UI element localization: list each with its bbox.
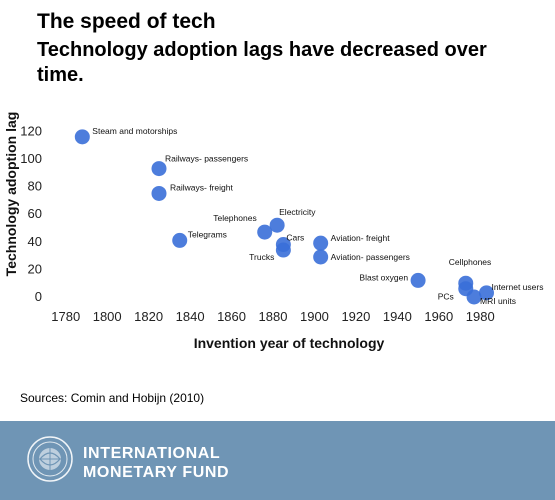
point-label: Telephones [213,213,256,223]
point-label: Railways- passengers [165,154,248,164]
y-tick-label: 100 [20,151,42,166]
data-point [313,235,329,251]
data-points [74,129,494,305]
point-labels: Steam and motorships Railways- passengers… [92,126,543,306]
point-label: Internet users [491,282,543,292]
x-tick-label: 1840 [176,309,205,324]
point-label: Aviation- passengers [331,252,410,262]
scatter-chart: 0 20 40 60 80 100 120 1780 1800 1820 1840 1860 1880… [3,112,543,351]
data-point [275,242,291,258]
y-tick-label: 20 [28,261,42,276]
point-label: Electricity [279,207,316,217]
y-tick-label: 80 [28,179,42,194]
data-point [172,232,188,248]
y-tick-label: 60 [28,206,42,221]
point-label: Trucks [249,252,274,262]
point-label: Steam and motorships [92,126,177,136]
x-tick-label: 1900 [300,309,329,324]
chart-subtitle: Technology adoption lags have decreased … [37,39,487,86]
x-tick-label: 1780 [51,309,80,324]
data-point [410,272,426,288]
y-axis-label: Technology adoption lag [3,112,19,277]
x-tick-label: 1980 [466,309,495,324]
org-name: INTERNATIONAL MONETARY FUND [83,444,229,482]
org-name-line2: MONETARY FUND [83,464,230,481]
point-label: Telegrams [188,229,227,239]
point-label: Blast oxygen [359,272,408,282]
x-tick-label: 1880 [259,309,288,324]
x-tick-label: 1800 [93,309,122,324]
x-tick-label: 1960 [424,309,453,324]
data-point [151,185,167,201]
point-label: Railways- freight [170,182,233,192]
x-tick-label: 1820 [134,309,163,324]
footer-banner: INTERNATIONAL MONETARY FUND [0,421,555,500]
point-label: PCs [438,292,454,302]
point-label: Cars [286,233,304,243]
y-tick-label: 120 [20,123,42,138]
data-point [74,129,90,145]
org-name-line1: INTERNATIONAL [83,445,221,462]
y-tick-label: 0 [35,289,42,304]
y-tick-label: 40 [28,234,42,249]
source-note: Sources: Comin and Hobijn (2010) [20,391,205,405]
data-point [257,224,273,240]
data-point [269,217,285,233]
data-point [478,285,494,301]
imf-seal-icon [27,436,73,482]
data-point [466,289,482,305]
point-label: Cellphones [449,257,492,267]
x-axis-ticks: 1780 1800 1820 1840 1860 1880 1900 1920 1940 1960… [51,309,494,324]
point-label: MRI units [480,296,516,306]
x-tick-label: 1920 [341,309,370,324]
data-point [151,161,167,177]
x-tick-label: 1940 [383,309,412,324]
x-tick-label: 1860 [217,309,246,324]
chart-title: The speed of tech [37,10,216,33]
data-point [313,249,329,265]
y-axis-ticks: 0 20 40 60 80 100 120 [20,123,42,304]
point-label: Aviation- freight [331,233,391,243]
x-axis-label: Invention year of technology [194,335,385,351]
